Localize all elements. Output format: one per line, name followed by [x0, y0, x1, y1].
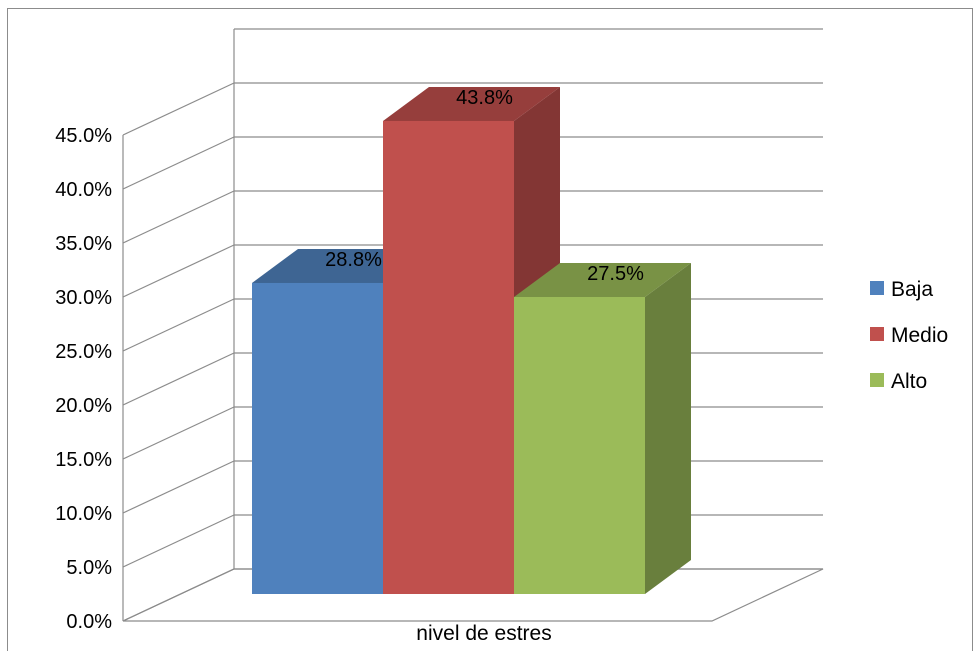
- y-axis-ticks: 0.0% 5.0% 10.0% 15.0% 20.0% 25.0% 30.0% 35.0% 40…: [55, 125, 112, 633]
- legend-label: Alto: [891, 370, 927, 393]
- bars: [252, 86, 691, 595]
- y-tick-label: 10.0%: [55, 503, 112, 525]
- y-tick-label: 30.0%: [55, 287, 112, 309]
- y-tick-label: 5.0%: [66, 557, 112, 579]
- y-tick-label: 25.0%: [55, 341, 112, 363]
- legend-item-alto: Alto: [870, 370, 927, 393]
- data-label: 27.5%: [587, 263, 644, 285]
- legend-item-baja: Baja: [870, 278, 933, 301]
- gridline-side: [122, 190, 235, 244]
- bar-front: [514, 297, 645, 594]
- gridline-side: [122, 460, 235, 514]
- y-tick-label: 20.0%: [55, 395, 112, 417]
- legend: Baja Medio Alto: [870, 278, 948, 393]
- gridline-side: [122, 244, 235, 298]
- data-labels: 28.8% 43.8% 27.5%: [325, 87, 644, 285]
- legend-label: Medio: [891, 324, 948, 347]
- y-tick-label: 35.0%: [55, 233, 112, 255]
- category-label: nivel de estres: [416, 622, 551, 645]
- gridline-side: [122, 514, 235, 568]
- y-tick-label: 0.0%: [66, 611, 112, 633]
- bar-front: [383, 120, 514, 595]
- gridline-side: [122, 406, 235, 460]
- bar-alto: [514, 263, 691, 594]
- legend-label: Baja: [891, 278, 933, 301]
- y-tick-label: 45.0%: [55, 125, 112, 147]
- bar-top: [383, 86, 560, 121]
- bar-side: [645, 263, 691, 594]
- y-tick-label: 15.0%: [55, 449, 112, 471]
- gridline-side: [122, 298, 235, 352]
- bar-front: [252, 282, 383, 594]
- legend-swatch: [870, 373, 884, 387]
- chart-frame: [7, 8, 973, 651]
- legend-swatch: [870, 281, 884, 295]
- bar-top: [514, 263, 691, 297]
- gridline-side: [122, 82, 235, 136]
- y-tick-label: 40.0%: [55, 179, 112, 201]
- gridline-side: [122, 352, 235, 406]
- data-label: 28.8%: [325, 249, 382, 271]
- gridline-side: [122, 568, 235, 622]
- legend-swatch: [870, 327, 884, 341]
- legend-item-medio: Medio: [870, 324, 948, 347]
- gridline-side: [122, 136, 235, 190]
- data-label: 43.8%: [456, 87, 513, 109]
